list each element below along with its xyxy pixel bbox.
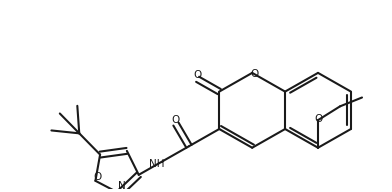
Text: O: O [315, 114, 323, 124]
Text: O: O [250, 69, 258, 79]
Text: N: N [118, 181, 126, 191]
Text: O: O [194, 70, 202, 80]
Text: NH: NH [149, 159, 165, 169]
Text: O: O [93, 172, 102, 182]
Text: O: O [172, 115, 180, 125]
